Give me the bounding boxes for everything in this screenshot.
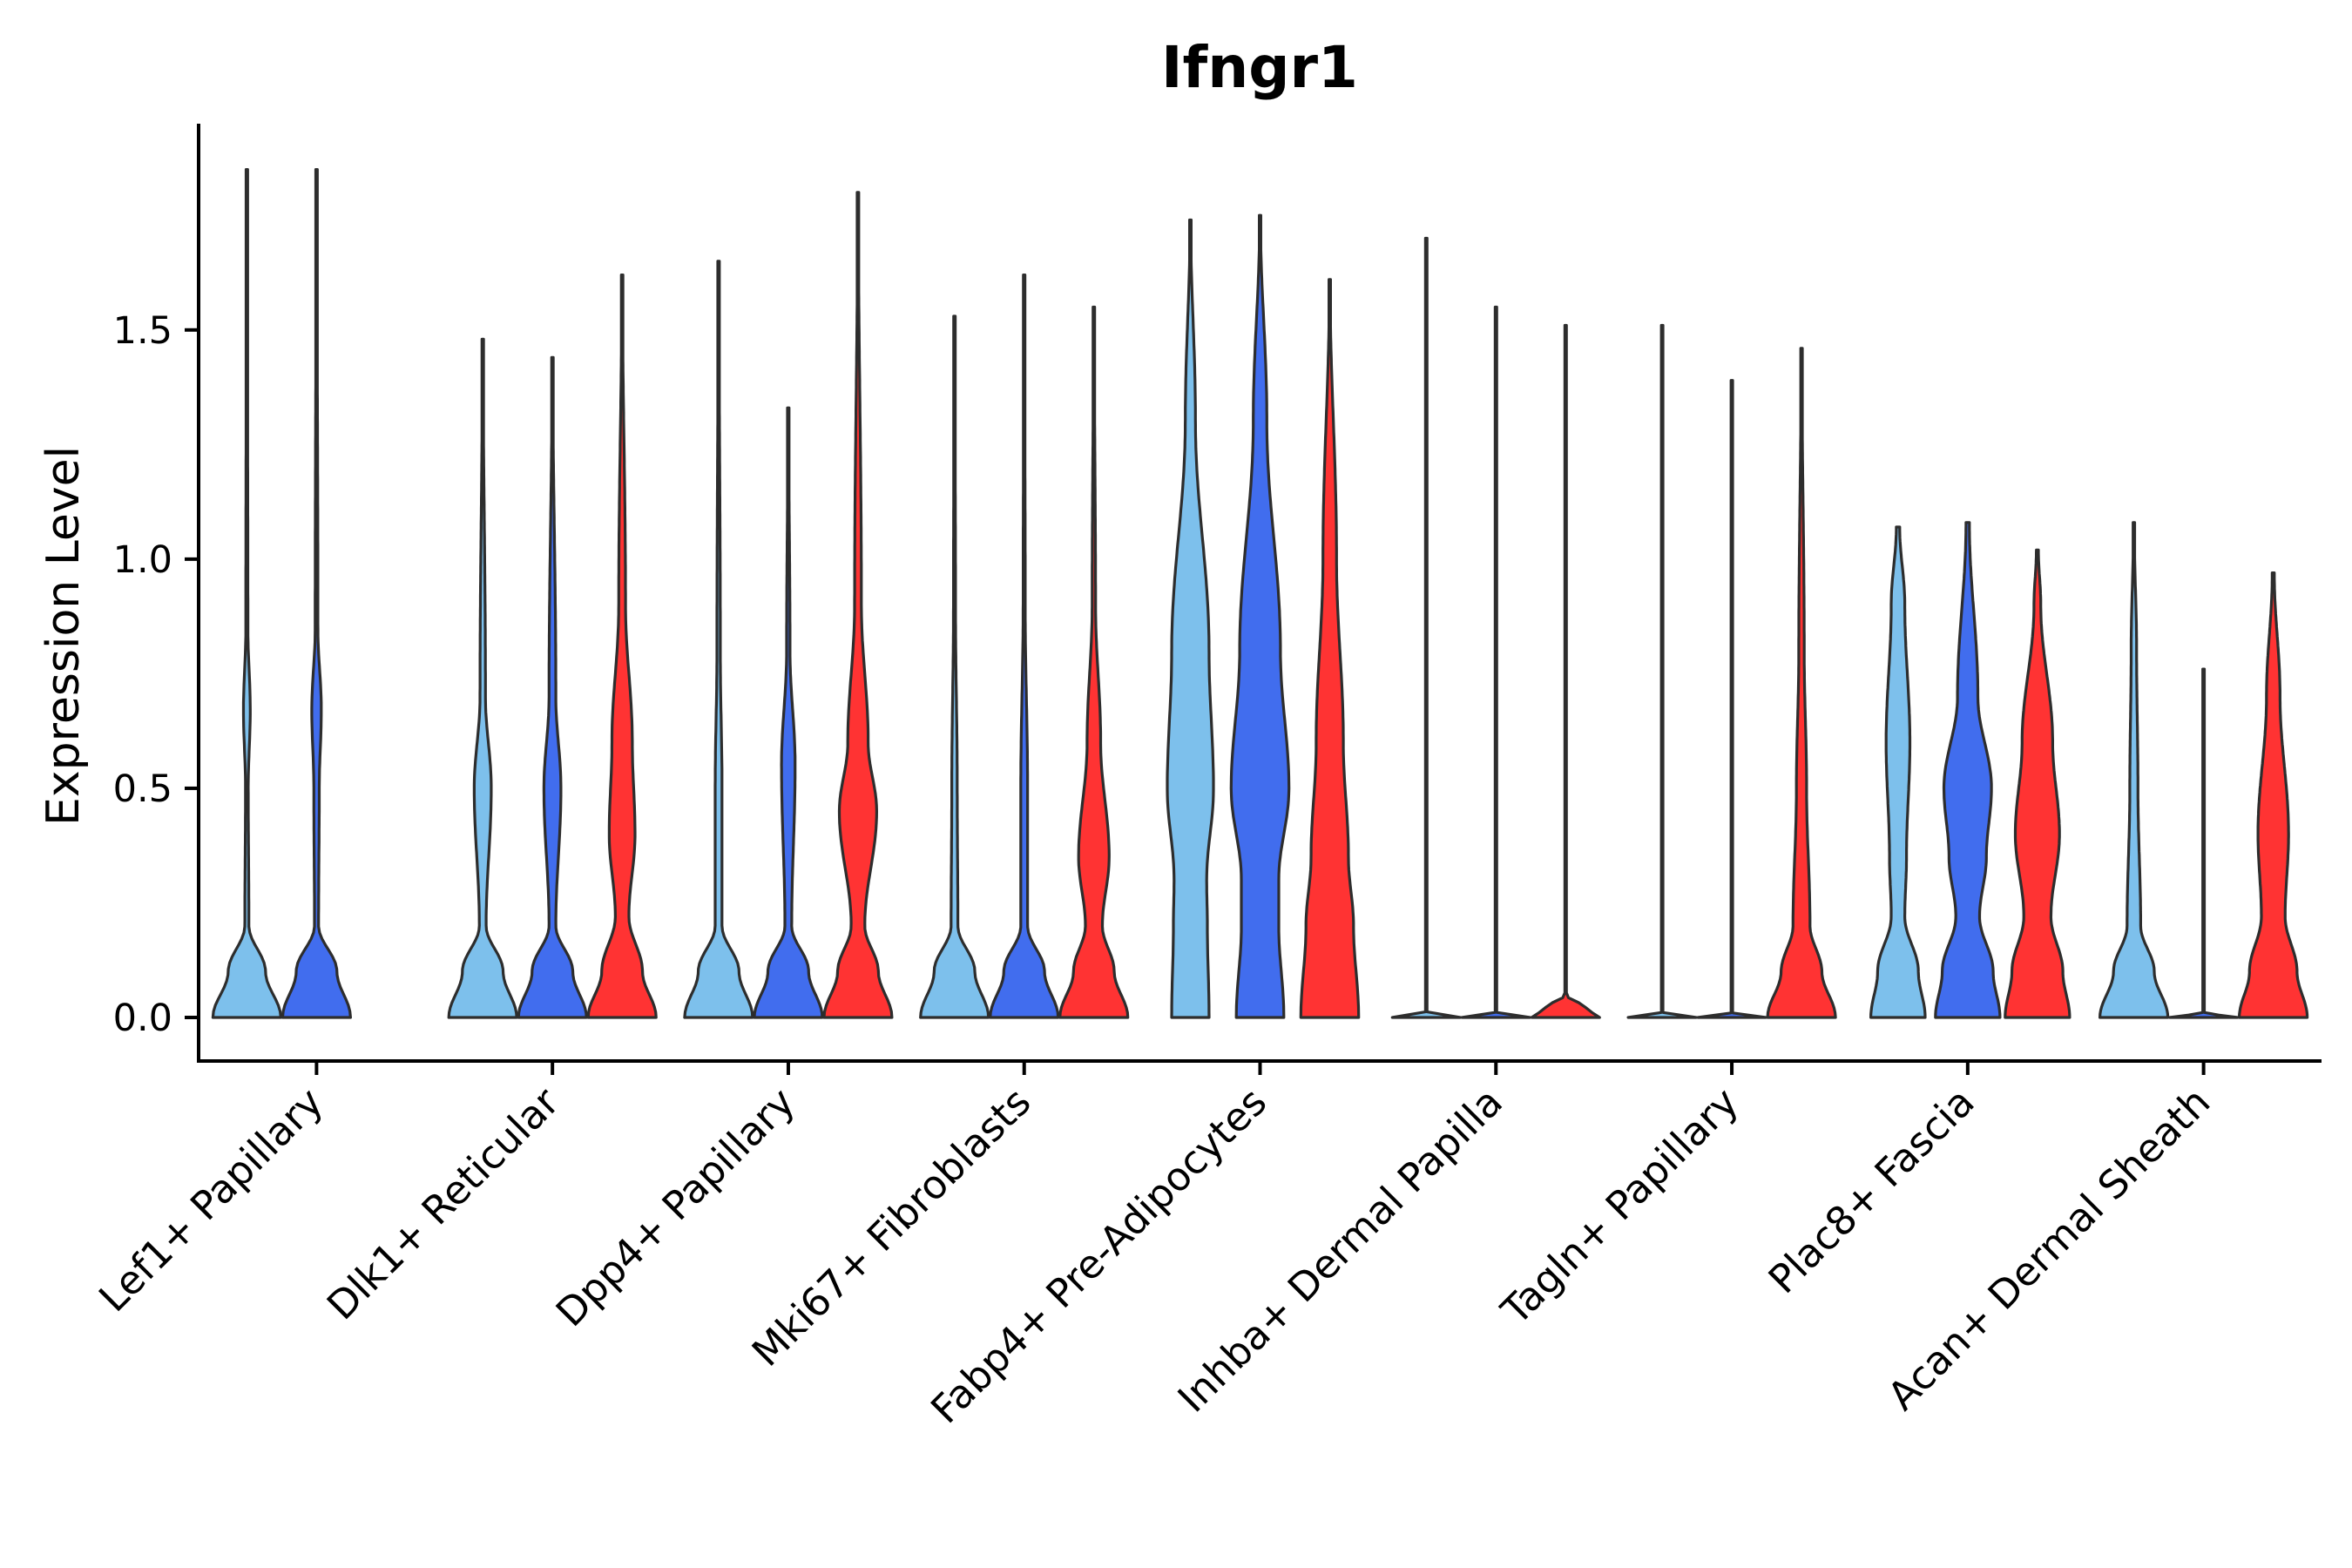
y-tick-label: 1.0: [113, 538, 172, 582]
x-tick-label: Lef1+ Papillary: [90, 1078, 332, 1321]
violin-2-acan-dermal-sheath: [2168, 667, 2240, 1019]
violin-3-plac8-fascia: [2004, 548, 2072, 1019]
y-axis-label: Expression Level: [37, 446, 90, 826]
violin-3-fabp4-pre-adipocytes: [1299, 278, 1361, 1019]
violin-2-plac8-fascia: [1934, 521, 2002, 1019]
x-tick-label: Plac8+ Fascia: [1760, 1078, 1984, 1302]
violin-2-tagln-papillary: [1696, 379, 1767, 1019]
violin-3-tagln-papillary: [1766, 347, 1837, 1019]
violin-1-mki67-fibroblasts: [919, 314, 990, 1019]
violin-1-lef1-papillary: [211, 168, 282, 1019]
violin-3-mki67-fibroblasts: [1058, 305, 1130, 1019]
violin-1-plac8-fascia: [1869, 525, 1927, 1019]
x-tick-label: Dpp4+ Papillary: [547, 1078, 804, 1335]
violin-3-acan-dermal-sheath: [2238, 571, 2309, 1019]
violin-1-tagln-papillary: [1626, 323, 1698, 1019]
violin-2-dpp4-papillary: [753, 406, 824, 1019]
violin-2-fabp4-pre-adipocytes: [1229, 213, 1291, 1019]
violins-layer: [211, 168, 2309, 1019]
violin-2-mki67-fibroblasts: [989, 274, 1060, 1019]
y-tick-label: 0.0: [113, 997, 172, 1040]
violin-3-inhba-dermal-papilla: [1530, 323, 1601, 1019]
violin-2-dlk1-reticular: [517, 355, 588, 1019]
violin-1-dlk1-reticular: [447, 337, 518, 1019]
violin-3-dpp4-papillary: [822, 191, 894, 1019]
violin-1-dpp4-papillary: [683, 260, 754, 1019]
violin-1-acan-dermal-sheath: [2099, 521, 2170, 1019]
chart-title: Ifngr1: [1161, 34, 1358, 101]
x-tick-label: Tagln+ Papillary: [1492, 1078, 1747, 1334]
violin-1-fabp4-pre-adipocytes: [1166, 218, 1215, 1019]
y-tick-label: 0.5: [113, 767, 172, 811]
violin-2-lef1-papillary: [280, 168, 352, 1019]
x-tick-label: Dlk1+ Reticular: [318, 1078, 568, 1328]
y-tick-label: 1.5: [113, 309, 172, 353]
y-ticks: 0.0 0.5 1.0 1.5: [113, 309, 199, 1040]
violin-3-dlk1-reticular: [586, 274, 658, 1019]
violin-1-inhba-dermal-papilla: [1390, 236, 1462, 1019]
violin-2-inhba-dermal-papilla: [1460, 305, 1531, 1019]
